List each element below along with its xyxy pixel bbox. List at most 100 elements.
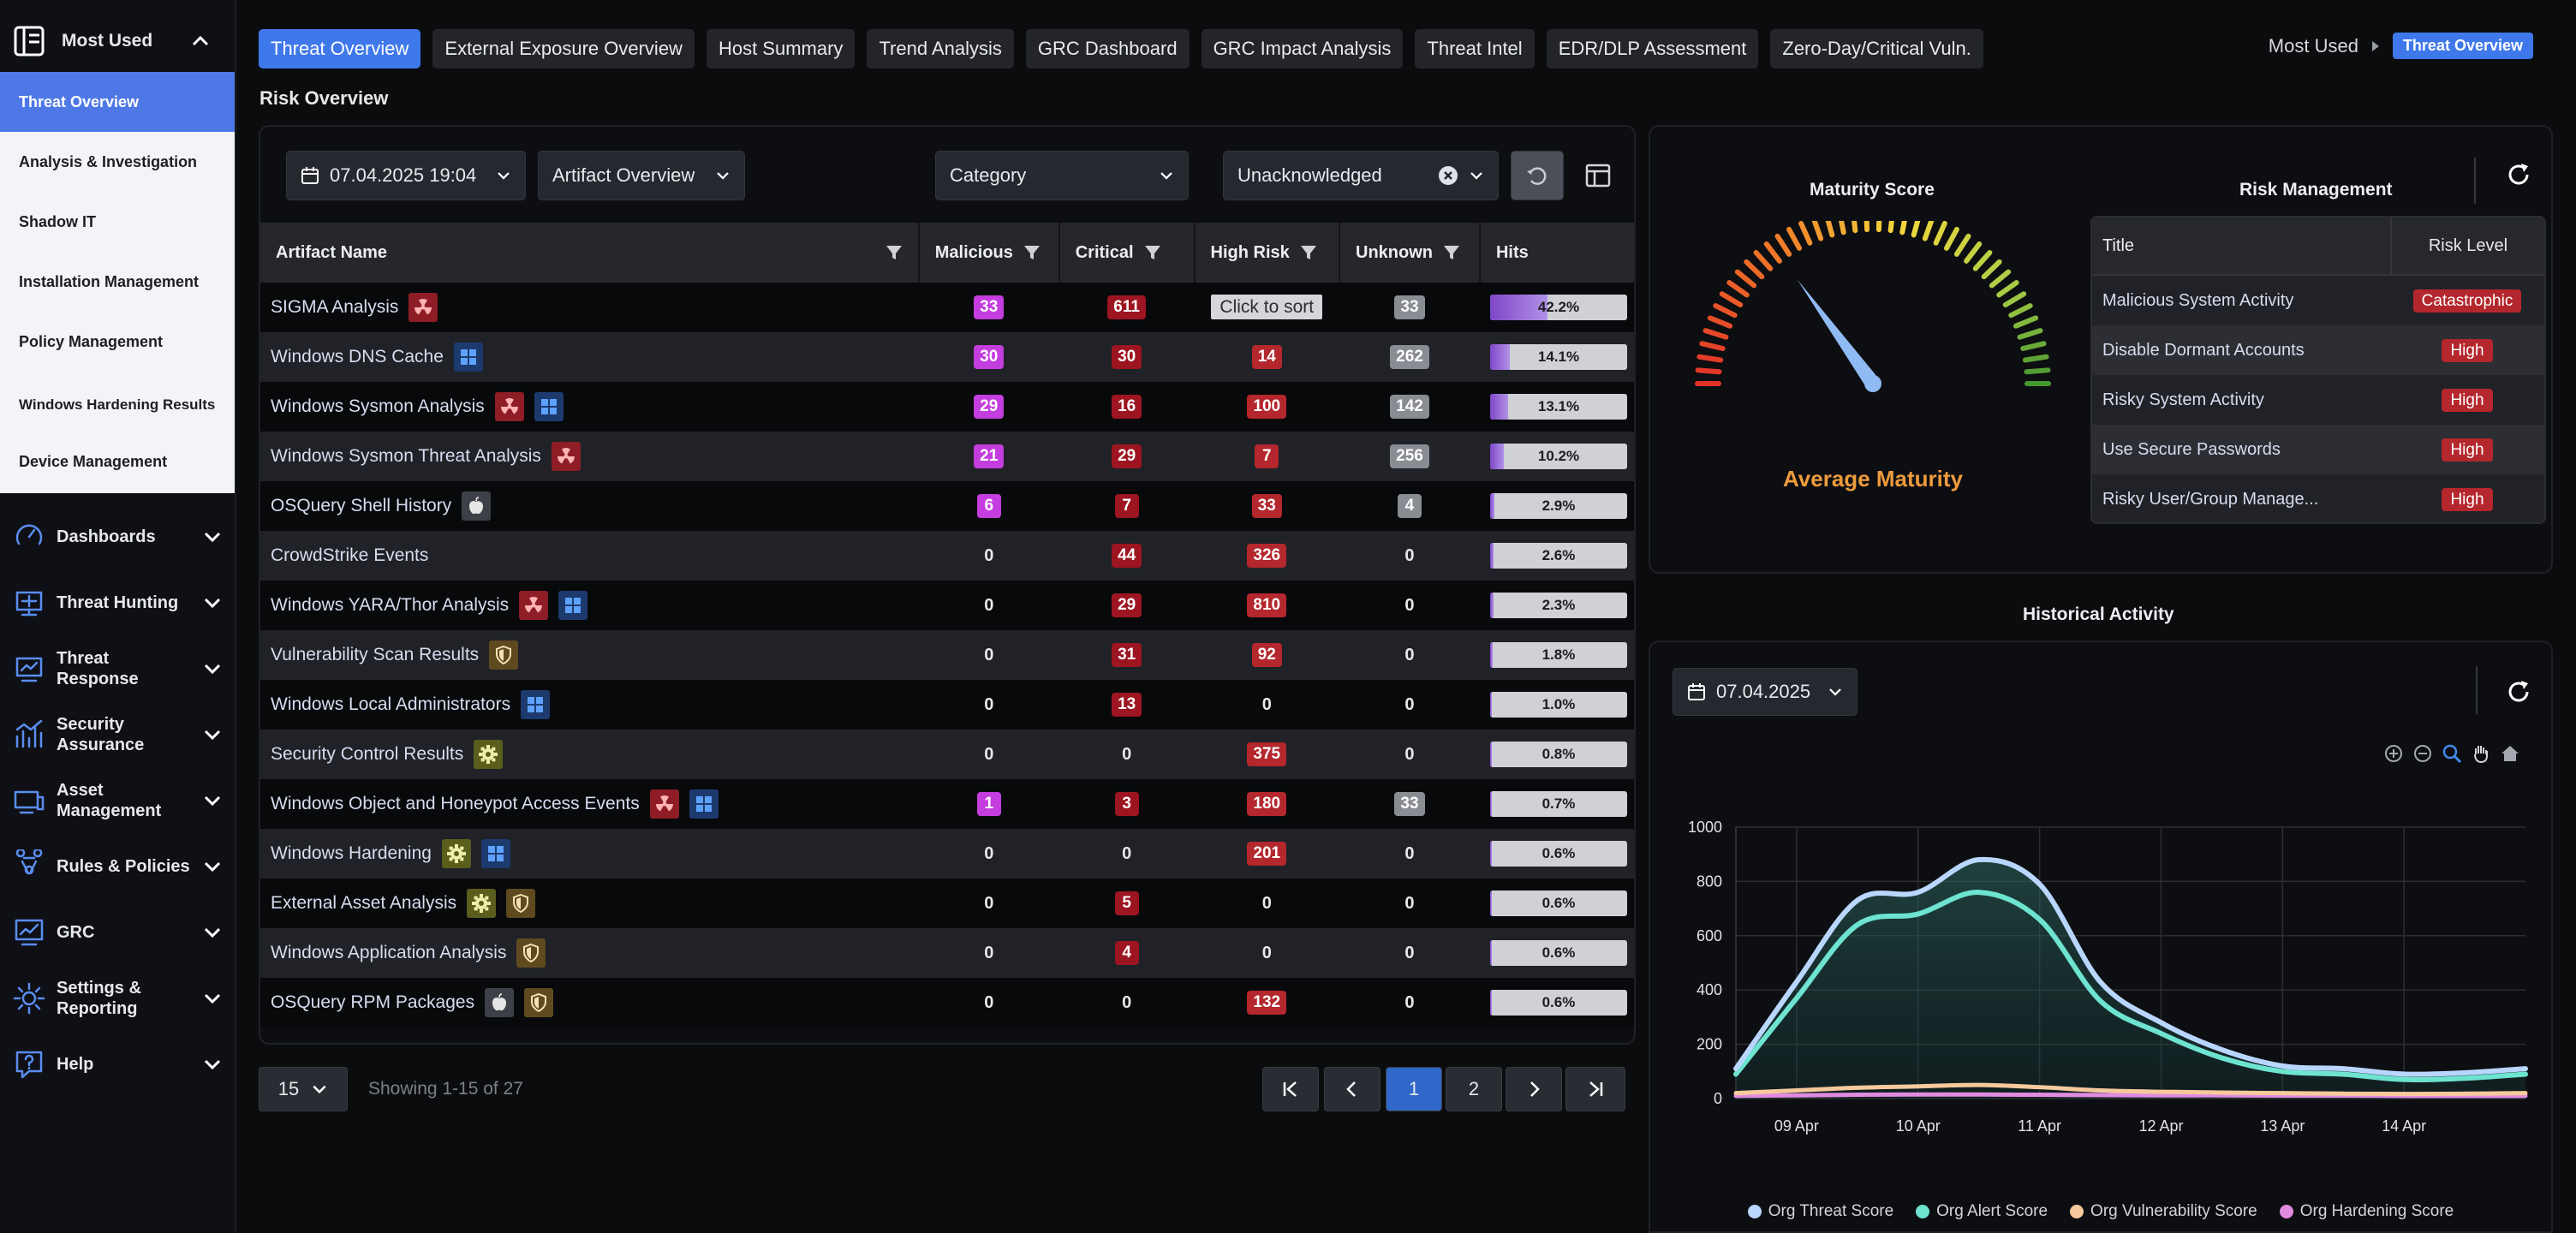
table-row[interactable]: Windows Hardening 0 0 201 0 0.6% <box>260 829 1634 879</box>
artifact-name-cell[interactable]: Windows YARA/Thor Analysis <box>260 581 919 630</box>
artifact-name[interactable]: Windows YARA/Thor Analysis <box>271 595 510 615</box>
chevron-down-icon[interactable] <box>202 790 223 811</box>
sidebar-item-windows-hardening[interactable]: Windows Hardening Results <box>0 372 235 432</box>
table-row[interactable]: Windows Object and Honeypot Access Event… <box>260 779 1634 829</box>
legend-item[interactable]: Org Hardening Score <box>2279 1202 2454 1221</box>
sidebar-item-shadow-it[interactable]: Shadow IT <box>0 192 235 252</box>
artifact-name-cell[interactable]: Windows Hardening <box>260 829 919 879</box>
next-page-button[interactable] <box>1506 1067 1562 1111</box>
header-high-risk[interactable]: High Risk <box>1194 223 1341 283</box>
artifact-select[interactable]: Artifact Overview <box>538 151 745 200</box>
risk-title[interactable]: Risky System Activity <box>2102 390 2264 409</box>
chevron-down-icon[interactable] <box>202 922 223 943</box>
date-picker[interactable]: 07.04.2025 19:04 <box>286 151 526 200</box>
artifact-name[interactable]: Windows Sysmon Threat Analysis <box>271 446 541 466</box>
artifact-name-cell[interactable]: Windows Object and Honeypot Access Event… <box>260 779 919 829</box>
magnify-icon[interactable] <box>2442 743 2462 764</box>
home-icon[interactable] <box>2500 743 2520 764</box>
legend-item[interactable]: Org Threat Score <box>1747 1202 1893 1221</box>
tab-host-summary[interactable]: Host Summary <box>706 29 856 68</box>
filter-icon[interactable] <box>1443 244 1460 261</box>
sidebar-nav-rules-policies[interactable]: Rules & Policies <box>0 833 235 899</box>
table-row[interactable]: OSQuery Shell History 6 7 33 4 2.9% <box>260 481 1634 531</box>
refresh-icon[interactable] <box>2505 161 2532 188</box>
tab-external-exposure-overview[interactable]: External Exposure Overview <box>432 29 695 68</box>
sidebar-nav-grc[interactable]: GRC <box>0 899 235 965</box>
artifact-name-cell[interactable]: Windows DNS Cache <box>260 332 919 382</box>
risk-title[interactable]: Use Secure Passwords <box>2102 439 2281 459</box>
artifact-name[interactable]: Security Control Results <box>271 744 464 764</box>
layout-button[interactable] <box>1574 151 1622 200</box>
table-row[interactable]: OSQuery RPM Packages 0 0 132 0 0.6% <box>260 978 1634 1028</box>
table-row[interactable]: External Asset Analysis 0 5 0 0 0.6% <box>260 879 1634 928</box>
table-row[interactable]: Security Control Results 0 0 375 0 0.8% <box>260 730 1634 779</box>
pan-hand-icon[interactable] <box>2471 743 2491 764</box>
risk-row[interactable]: Use Secure Passwords High <box>2092 425 2544 474</box>
clear-icon[interactable] <box>1438 165 1458 186</box>
table-row[interactable]: CrowdStrike Events 0 44 326 0 2.6% <box>260 531 1634 581</box>
page-size-select[interactable]: 15 <box>259 1067 348 1111</box>
table-row[interactable]: Windows Local Administrators 0 13 0 0 1.0% <box>260 680 1634 730</box>
artifact-name-cell[interactable]: Windows Application Analysis <box>260 928 919 978</box>
sidebar-item-device[interactable]: Device Management <box>0 432 235 491</box>
filter-icon[interactable] <box>1023 244 1041 261</box>
artifact-name[interactable]: Windows Application Analysis <box>271 943 507 962</box>
first-page-button[interactable] <box>1262 1067 1319 1111</box>
chevron-down-icon[interactable] <box>202 724 223 745</box>
artifact-name[interactable]: OSQuery RPM Packages <box>271 992 475 1012</box>
table-row[interactable]: Windows Application Analysis 0 4 0 0 0.6% <box>260 928 1634 978</box>
zoom-out-icon[interactable] <box>2412 743 2433 764</box>
page-2-button[interactable]: 2 <box>1446 1067 1502 1111</box>
header-hits[interactable]: Hits <box>1479 223 1634 283</box>
chevron-down-icon[interactable] <box>202 593 223 613</box>
tab-zero-day-critical-vuln-[interactable]: Zero-Day/Critical Vuln. <box>1770 29 1983 68</box>
table-row[interactable]: Windows Sysmon Threat Analysis 21 29 7 256 10… <box>260 432 1634 481</box>
sidebar-item-policy[interactable]: Policy Management <box>0 312 235 372</box>
table-row[interactable]: Windows Sysmon Analysis 29 16 100 142 13.1% <box>260 382 1634 432</box>
ack-select[interactable]: Unacknowledged <box>1223 151 1499 200</box>
sidebar-item-installation[interactable]: Installation Management <box>0 252 235 312</box>
risk-row[interactable]: Risky System Activity High <box>2092 375 2544 425</box>
tab-grc-impact-analysis[interactable]: GRC Impact Analysis <box>1201 29 1404 68</box>
table-row[interactable]: SIGMA Analysis 33 611 Click to sort 33 42.2% <box>260 283 1634 332</box>
artifact-name[interactable]: SIGMA Analysis <box>271 297 399 317</box>
artifact-name[interactable]: OSQuery Shell History <box>271 496 452 515</box>
header-critical[interactable]: Critical <box>1058 223 1196 283</box>
filter-icon[interactable] <box>886 244 903 261</box>
tab-trend-analysis[interactable]: Trend Analysis <box>867 29 1014 68</box>
sidebar-nav-asset-management[interactable]: Asset Management <box>0 767 235 833</box>
chevron-down-icon[interactable] <box>202 658 223 679</box>
sidebar-item-analysis[interactable]: Analysis & Investigation <box>0 132 235 192</box>
legend-item[interactable]: Org Alert Score <box>1916 1202 2048 1221</box>
chevron-down-icon[interactable] <box>202 856 223 877</box>
tab-threat-overview[interactable]: Threat Overview <box>259 29 421 68</box>
artifact-name[interactable]: Windows Object and Honeypot Access Event… <box>271 794 640 813</box>
chevron-down-icon[interactable] <box>202 527 223 547</box>
sidebar-nav-threat-response[interactable]: Threat Response <box>0 635 235 701</box>
category-select[interactable]: Category <box>935 151 1189 200</box>
risk-row[interactable]: Disable Dormant Accounts High <box>2092 325 2544 375</box>
artifact-name-cell[interactable]: Windows Sysmon Analysis <box>260 382 919 432</box>
reset-button[interactable] <box>1511 151 1564 200</box>
sidebar-item-threat-overview[interactable]: Threat Overview <box>0 72 235 132</box>
artifact-name-cell[interactable]: Vulnerability Scan Results <box>260 630 919 680</box>
risk-row[interactable]: Risky User/Group Manage... High <box>2092 474 2544 522</box>
risk-title[interactable]: Disable Dormant Accounts <box>2102 340 2305 360</box>
header-malicious[interactable]: Malicious <box>918 223 1060 283</box>
artifact-name-cell[interactable]: OSQuery Shell History <box>260 481 919 531</box>
artifact-name[interactable]: Windows Hardening <box>271 843 432 863</box>
header-unknown[interactable]: Unknown <box>1339 223 1481 283</box>
artifact-name[interactable]: Windows DNS Cache <box>271 347 444 366</box>
artifact-name-cell[interactable]: Windows Local Administrators <box>260 680 919 730</box>
table-row[interactable]: Windows YARA/Thor Analysis 0 29 810 0 2.3% <box>260 581 1634 630</box>
risk-title[interactable]: Risky User/Group Manage... <box>2102 489 2319 509</box>
risk-row[interactable]: Malicious System Activity Catastrophic <box>2092 276 2544 325</box>
sidebar-nav-help[interactable]: Help <box>0 1031 235 1097</box>
artifact-name-cell[interactable]: Windows Sysmon Threat Analysis <box>260 432 919 481</box>
artifact-name[interactable]: Windows Local Administrators <box>271 694 511 714</box>
artifact-name-cell[interactable]: SIGMA Analysis <box>260 283 919 332</box>
artifact-name[interactable]: External Asset Analysis <box>271 893 457 913</box>
risk-title[interactable]: Malicious System Activity <box>2102 290 2294 310</box>
page-1-button[interactable]: 1 <box>1386 1067 1442 1111</box>
table-row[interactable]: Windows DNS Cache 30 30 14 262 14.1% <box>260 332 1634 382</box>
